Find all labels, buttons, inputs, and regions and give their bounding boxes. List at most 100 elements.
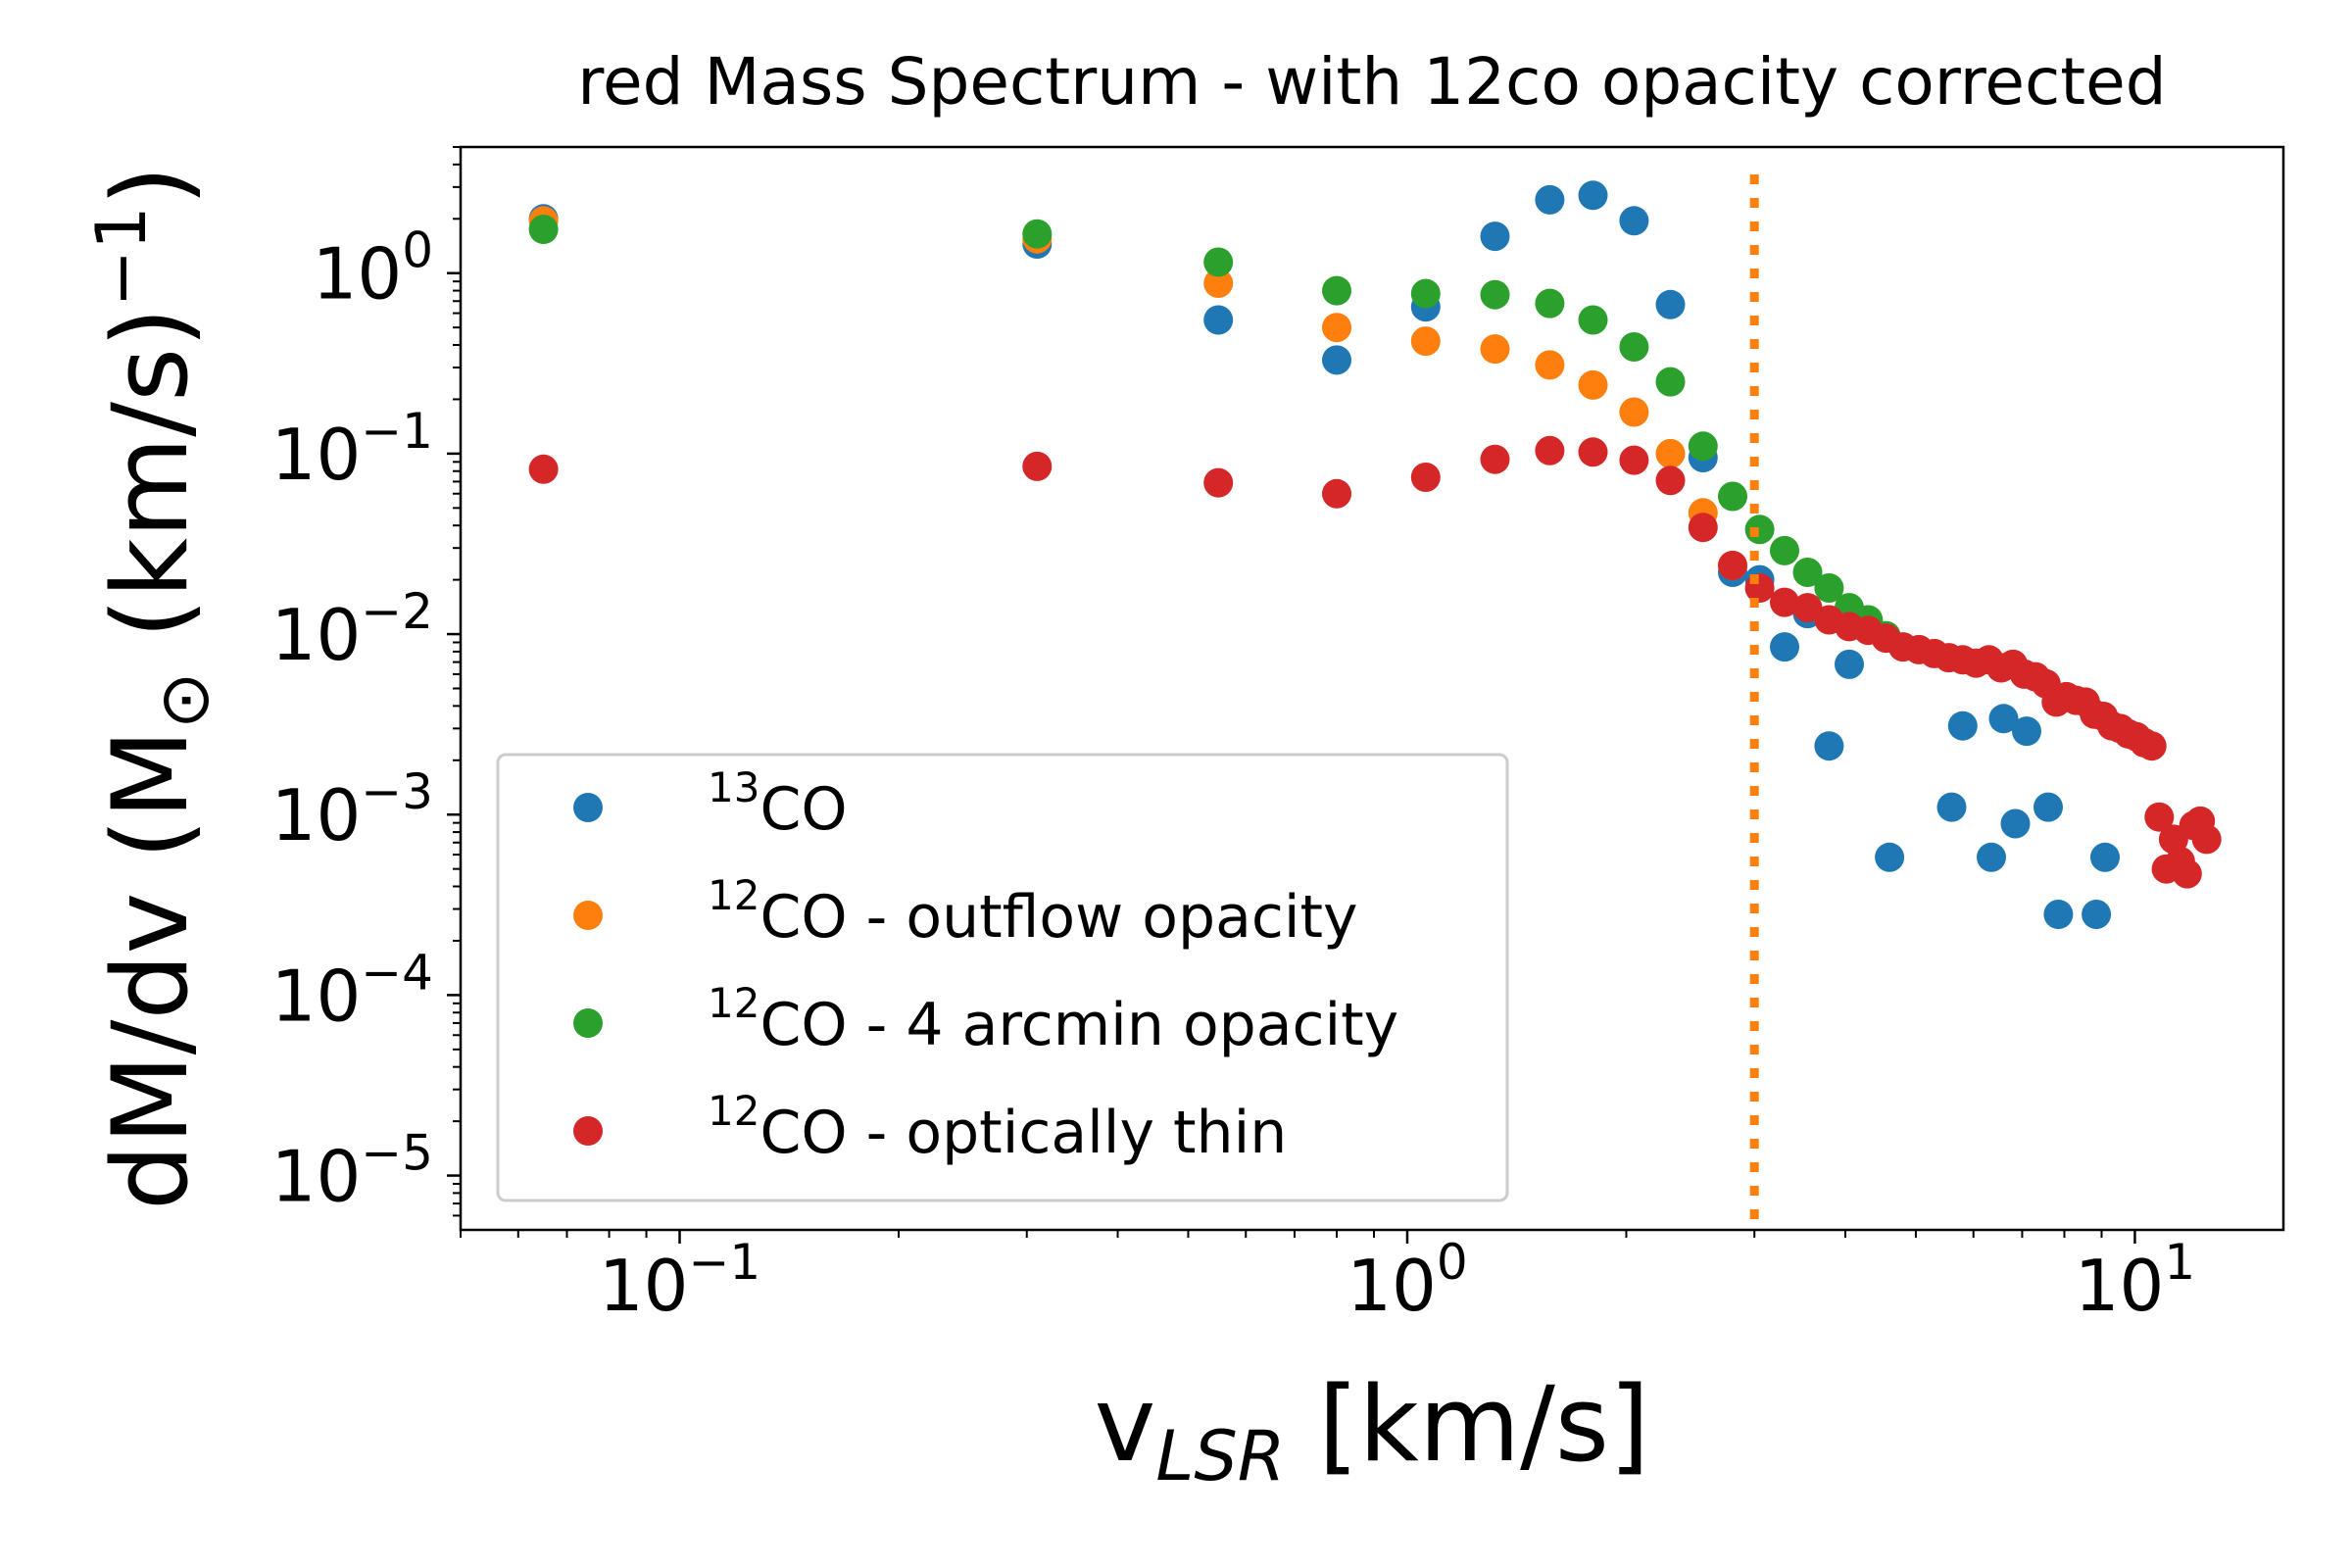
data-point [1535,184,1565,215]
legend-label-superscript: 13 [708,763,760,811]
data-point [528,454,559,484]
legend-item: 12CO - outflow opacity [573,871,1358,952]
data-point [2000,808,2031,839]
data-point [1535,350,1565,380]
chart-title: red Mass Spectrum - with 12co opacity co… [577,44,2166,120]
data-point [1578,437,1608,467]
x-tick-label-exponent: 1 [2164,1234,2195,1291]
y-tick-label-exponent: 0 [402,222,433,279]
x-axis-label-tail: [km/s] [1285,1364,1649,1485]
y-tick-label: 10−2 [271,583,433,676]
legend-label: 13CO [708,763,848,844]
data-point [1578,305,1608,335]
data-point [1535,288,1565,318]
data-point [1875,842,1905,872]
y-tick-label-base: 10 [271,594,362,676]
data-point [1535,435,1565,466]
legend-label-superscript: 12 [708,1087,760,1135]
legend-marker [573,901,603,930]
x-tick-label-exponent: −1 [688,1234,760,1291]
data-point [1480,444,1510,474]
y-tick-label-exponent: −5 [361,1125,433,1182]
data-point [1619,332,1649,362]
data-point [2136,731,2167,761]
data-point [1947,710,1978,741]
legend-box [496,753,1509,1202]
data-point [1410,278,1441,309]
data-point [1022,219,1053,249]
data-point [1814,731,1844,761]
data-point [1480,221,1510,252]
y-tick-label-base: 10 [313,233,403,316]
data-point [2043,900,2074,929]
data-point [1792,593,1823,623]
data-point [1688,513,1718,543]
data-point [1988,704,2019,734]
data-point [1022,451,1053,481]
data-point [1322,478,1351,509]
data-point [1718,551,1747,580]
legend-label-superscript: 12 [708,871,760,919]
data-point [2090,842,2120,872]
data-point [1688,431,1718,462]
data-point [2191,824,2222,855]
y-tick-label-exponent: −4 [361,944,433,1001]
legend-label-text: CO [760,775,847,844]
legend-label-superscript: 12 [708,979,760,1027]
x-axis-label-sub: LSR [1155,1416,1285,1496]
data-point [1322,345,1351,375]
legend-label: 12CO - outflow opacity [708,871,1358,952]
data-point [1655,289,1686,319]
legend-label-text: CO - outflow opacity [760,883,1357,952]
data-point [1770,535,1799,565]
x-tick-label: 100 [1347,1234,1467,1327]
data-point [1936,792,1967,822]
x-tick-label-base: 10 [1347,1245,1437,1327]
legend-marker [573,1116,603,1146]
data-point [1792,558,1823,587]
legend-label-text: CO - 4 arcmin opacity [760,991,1398,1059]
x-tick-label-exponent: 0 [1437,1234,1468,1291]
y-axis-label-mid: (km/s) [90,307,211,671]
data-point [2172,858,2202,889]
legend-label: 12CO - 4 arcmin opacity [708,979,1398,1059]
legend-marker [573,1008,603,1038]
data-point [1744,514,1775,545]
data-point [1203,269,1234,298]
legend-item: 12CO - 4 arcmin opacity [573,979,1398,1059]
legend-item: 13CO [573,763,848,844]
plot-content [528,174,2222,1230]
data-point [1322,313,1351,343]
y-tick-label: 10−4 [271,944,433,1037]
data-point [1770,587,1799,617]
legend-item: 12CO - optically thin [573,1087,1287,1167]
y-tick-label: 100 [313,222,433,316]
y-tick-label-exponent: −1 [361,403,433,460]
data-point [1619,397,1649,427]
x-tick-label-base: 10 [2075,1245,2165,1327]
y-axis-label: dM/dv (M⊙ (km/s)−1) [81,166,224,1210]
data-point [2012,716,2041,747]
data-point [1814,573,1844,603]
y-tick-label-base: 10 [271,774,362,857]
legend-marker [573,793,603,822]
legend-label-text: CO - optically thin [760,1099,1287,1167]
y-tick-label-base: 10 [271,414,362,496]
data-point [1578,180,1608,211]
y-tick-label: 10−5 [271,1125,433,1218]
data-point [1410,326,1441,357]
legend-label: 12CO - optically thin [708,1087,1287,1167]
y-tick-label-exponent: −3 [361,763,433,820]
data-point [1619,445,1649,475]
y-axis-label-head: dM/dv (M [90,729,211,1210]
x-tick-label-base: 10 [599,1245,689,1327]
x-tick-label: 101 [2075,1234,2195,1327]
data-point [1203,247,1234,277]
y-axis-label-sun: ⊙ [144,671,224,729]
data-point [1718,481,1747,512]
series-3-points [528,435,2222,889]
